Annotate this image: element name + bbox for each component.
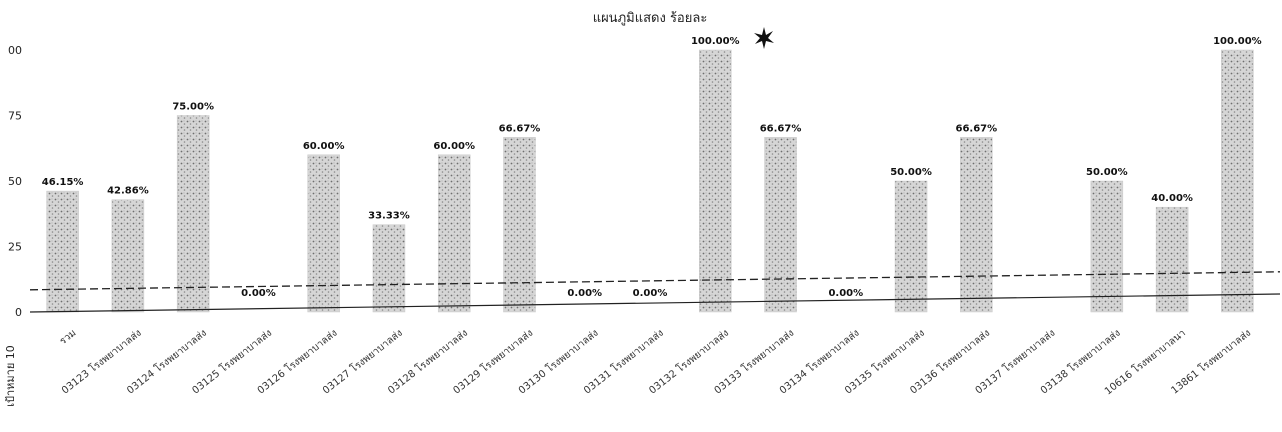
bar	[894, 180, 928, 313]
data-label: 66.67%	[760, 123, 802, 134]
data-label: 100.00%	[691, 36, 740, 47]
bar	[372, 224, 406, 313]
bar	[1155, 206, 1189, 313]
x-tick-label: รวม	[58, 328, 79, 347]
data-label: 66.67%	[499, 123, 541, 134]
bar	[960, 137, 993, 313]
data-label: 40.00%	[1151, 193, 1193, 204]
data-label: 0.00%	[567, 288, 602, 299]
target-line	[29, 271, 1281, 291]
bar	[503, 137, 536, 313]
data-label: 60.00%	[303, 141, 345, 152]
bar	[307, 154, 340, 313]
chart-title: แผนภูมิแสดง ร้อยละ	[593, 11, 708, 26]
data-label: 66.67%	[955, 123, 997, 134]
y-tick-label: 25	[8, 241, 22, 254]
y-tick-label: 0	[15, 306, 22, 319]
data-label: 50.00%	[890, 167, 932, 178]
data-label: 42.86%	[107, 186, 149, 197]
y-tick-label: 50	[8, 175, 22, 188]
bar	[764, 137, 797, 313]
data-label: 0.00%	[828, 288, 863, 299]
data-label: 0.00%	[633, 288, 668, 299]
data-label: 75.00%	[172, 102, 214, 113]
y-axis-label: เป้าหมาย 10	[4, 345, 17, 407]
bar	[699, 49, 732, 313]
data-label: 50.00%	[1086, 167, 1128, 178]
y-tick-label: 00	[8, 44, 22, 57]
bar	[1221, 49, 1254, 313]
data-label: 0.00%	[241, 288, 276, 299]
starburst-mark	[754, 27, 774, 49]
bar	[1090, 180, 1124, 313]
data-label: 60.00%	[433, 141, 475, 152]
bar	[437, 154, 471, 313]
data-label: 33.33%	[368, 211, 410, 222]
bar	[111, 199, 145, 313]
data-label: 100.00%	[1213, 36, 1262, 47]
bar	[46, 190, 79, 313]
y-tick-label: 75	[8, 110, 22, 123]
x-axis-line	[29, 293, 1281, 313]
bar	[176, 115, 210, 313]
data-label: 46.15%	[42, 177, 84, 188]
